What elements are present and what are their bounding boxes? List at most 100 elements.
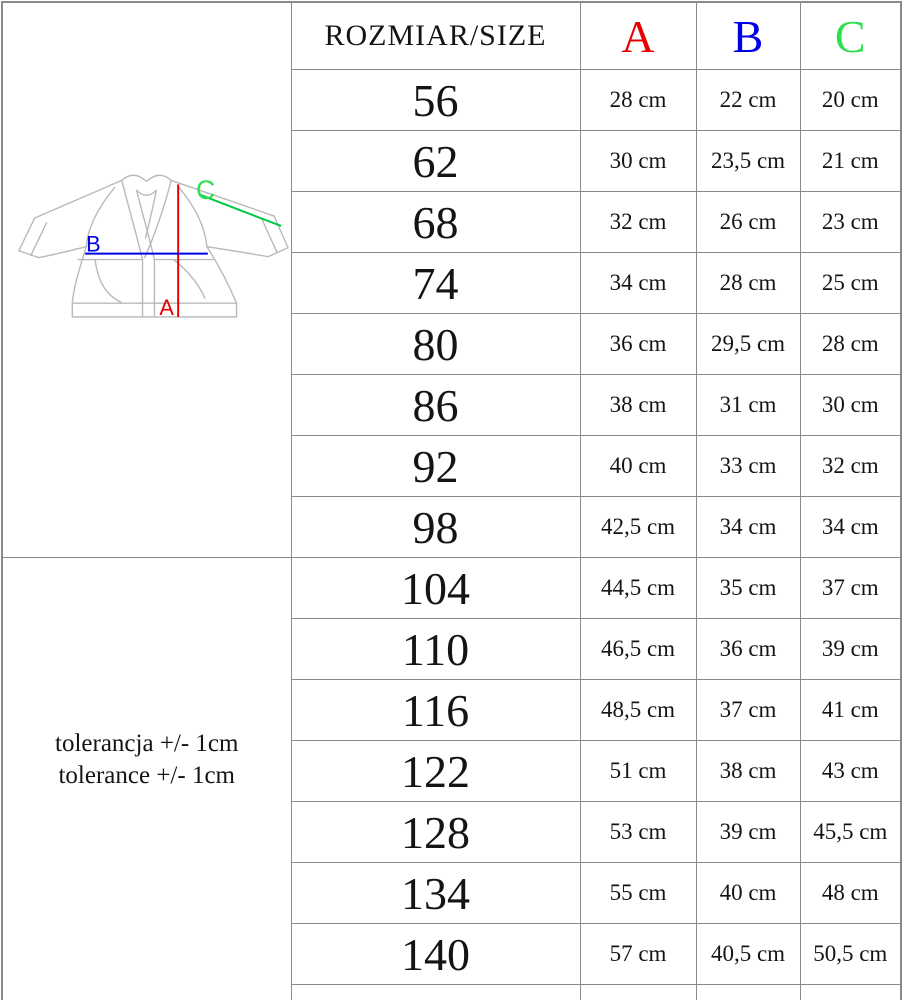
size-cell: 146 [290,984,581,1000]
size-cell: 128 [290,801,581,863]
jacket-inner-neck [135,189,158,196]
b-value-cell: 40 cm [695,862,801,924]
b-value-cell: 34 cm [695,496,801,558]
c-value-cell: 32 cm [799,435,902,497]
size-cell: 110 [290,618,581,680]
c-value-cell: 43 cm [799,740,902,802]
a-value-cell: 53 cm [579,801,697,863]
a-value-cell: 36 cm [579,313,697,375]
a-value-cell: 51 cm [579,740,697,802]
table-row: 98 42,5 cm 34 cm 34 cm [2,496,902,558]
table-row: 56 28 cm 22 cm 20 cm [2,69,902,131]
measure-label-b: B [86,232,101,257]
size-cell: 80 [290,313,581,375]
table-row: 92 40 cm 33 cm 32 cm [2,435,902,497]
c-value-cell: 23 cm [799,191,902,253]
c-value-cell: 28 cm [799,313,902,375]
c-value-cell: 39 cm [799,618,902,680]
size-cell: 56 [290,69,581,131]
c-value-cell: 30 cm [799,374,902,436]
c-value-cell: 45,5 cm [799,801,902,863]
table-row: 134 55 cm 40 cm 48 cm [2,862,902,924]
a-value-cell: 48,5 cm [579,679,697,741]
b-value-cell: 36 cm [695,618,801,680]
measure-label-a: A [159,295,174,320]
a-value-cell: 42,5 cm [579,496,697,558]
size-cell: 74 [290,252,581,314]
table-row: 80 36 cm 29,5 cm 28 cm [2,313,902,375]
size-cell: 134 [290,862,581,924]
jacket-right-cuff-line [261,219,278,254]
size-cell: 62 [290,130,581,192]
table-row: 110 46,5 cm 36 cm 39 cm [2,618,902,680]
table-header-row: A B C ROZMIAR/SIZE A B C [1,1,902,558]
b-value-cell: 35 cm [695,557,801,619]
jacket-back-collar [121,174,172,183]
c-value-cell: 21 cm [799,130,902,192]
header-col-c: C [799,1,902,70]
tolerance-text: tolerancja +/- 1cm tolerance +/- 1cm [4,728,290,791]
c-value-cell: 48 cm [799,862,902,924]
size-cell: 116 [290,679,581,741]
header-col-b: B [695,1,801,70]
table-row: 116 48,5 cm 37 cm 41 cm [2,679,902,741]
tolerance-cell: tolerancja +/- 1cm tolerance +/- 1cm [1,557,292,1000]
jacket-right-lapel-outer [143,179,172,259]
c-value-cell: 50,5 cm [799,923,902,985]
c-value-cell: 41 cm [799,679,902,741]
b-value-cell: 33 cm [695,435,801,497]
b-value-cell: 29,5 cm [695,313,801,375]
a-value-cell: 28 cm [579,69,697,131]
jacket-diagram-cell: A B C [1,1,292,558]
size-cell: 122 [290,740,581,802]
table-row: 62 30 cm 23,5 cm 21 cm [2,130,902,192]
c-value-cell: 20 cm [799,69,902,131]
jacket-left-pocket-curve [94,258,122,303]
a-value-cell: 30 cm [579,130,697,192]
measure-line-c [198,193,282,227]
jacket-right-sleeve [170,179,289,258]
a-value-cell: 38 cm [579,374,697,436]
b-value-cell: 39 cm [695,801,801,863]
table-row: 74 34 cm 28 cm 25 cm [2,252,902,314]
size-cell: 92 [290,435,581,497]
b-value-cell: 41,5 cm [695,984,801,1000]
c-value-cell: 34 cm [799,496,902,558]
tolerance-line-en: tolerance +/- 1cm [58,761,235,789]
b-value-cell: 26 cm [695,191,801,253]
table-row: 128 53 cm 39 cm 45,5 cm [2,801,902,863]
b-value-cell: 40,5 cm [695,923,801,985]
header-size-label: ROZMIAR/SIZE [290,1,581,70]
jacket-left-sleeve [18,179,123,259]
c-value-cell: 25 cm [799,252,902,314]
header-col-a: A [579,1,697,70]
a-value-cell: 40 cm [579,435,697,497]
jacket-right-armhole-seam [177,185,208,248]
a-value-cell: 59 cm [579,984,697,1000]
tolerance-line-pl: tolerancja +/- 1cm [55,730,239,757]
table-row: 140 57 cm 40,5 cm 50,5 cm [2,923,902,985]
table-row: 146 59 cm 41,5 cm 53 cm [2,984,902,1000]
table-row: tolerancja +/- 1cm tolerance +/- 1cm 104… [1,557,902,1000]
a-value-cell: 32 cm [579,191,697,253]
b-value-cell: 22 cm [695,69,801,131]
b-value-cell: 31 cm [695,374,801,436]
size-cell: 140 [290,923,581,985]
b-value-cell: 38 cm [695,740,801,802]
b-value-cell: 28 cm [695,252,801,314]
a-value-cell: 57 cm [579,923,697,985]
a-value-cell: 46,5 cm [579,618,697,680]
size-cell: 104 [290,557,581,619]
jacket-left-cuff-line [30,222,48,257]
table-row: 122 51 cm 38 cm 43 cm [2,740,902,802]
a-value-cell: 34 cm [579,252,697,314]
c-value-cell: 53 cm [799,984,902,1000]
size-cell: 86 [290,374,581,436]
measure-label-c: C [196,175,215,205]
b-value-cell: 37 cm [695,679,801,741]
a-value-cell: 44,5 cm [579,557,697,619]
jacket-outline [18,174,289,318]
